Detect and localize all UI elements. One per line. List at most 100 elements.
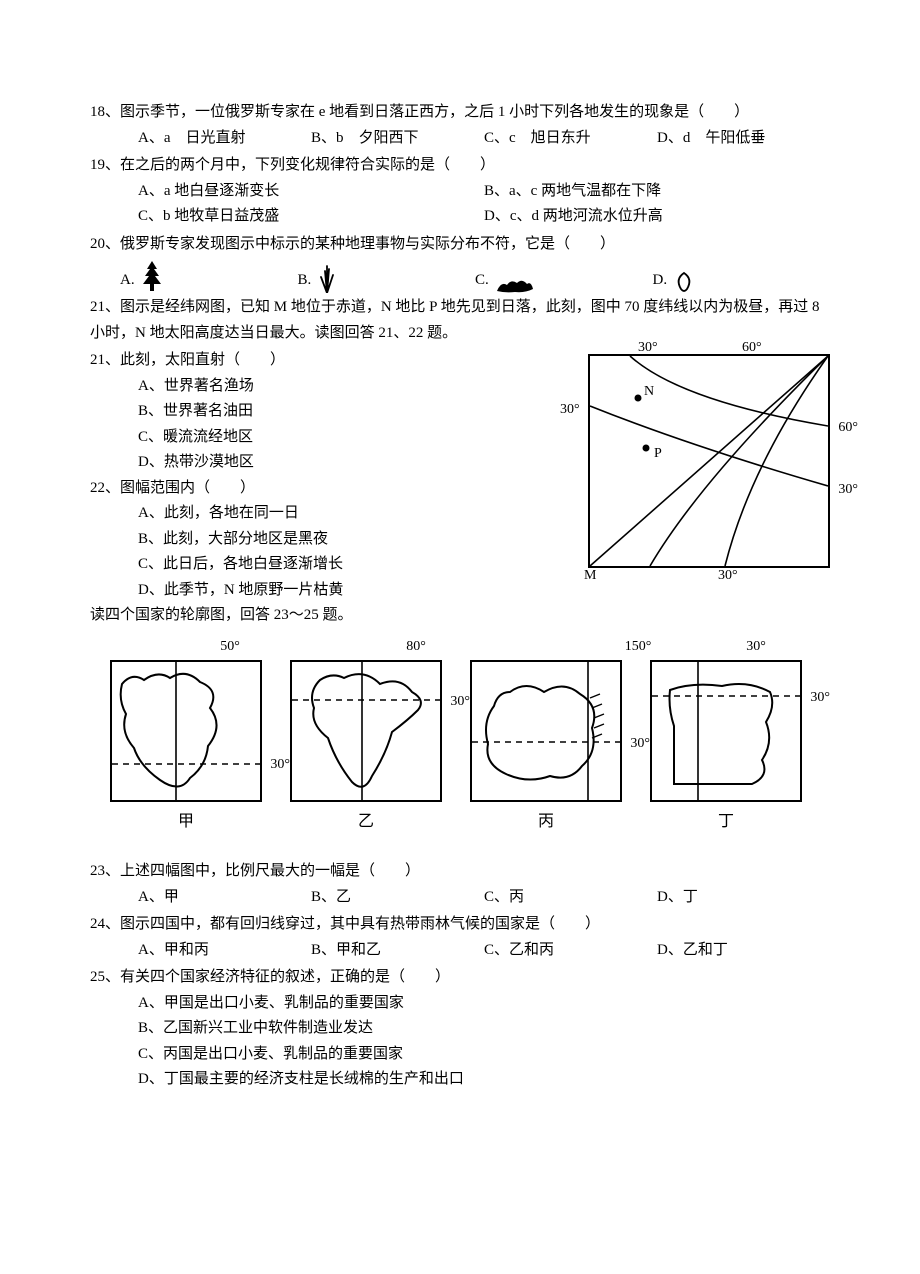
q21-choice-d: D、热带沙漠地区 <box>90 450 568 476</box>
map-lbl-top60: 60° <box>742 336 762 360</box>
tall-grass-icon <box>317 263 337 293</box>
country-c-cap: 丙 <box>470 808 622 835</box>
q21-stem: 21、此刻，太阳直射（ ） <box>90 348 568 374</box>
q22-choice-c: C、此日后，各地白昼逐渐增长 <box>90 552 568 578</box>
question-19: 19、在之后的两个月中，下列变化规律符合实际的是（ ） A、a 地白昼逐渐变长 … <box>90 153 830 230</box>
map-lbl-bot30: 30° <box>718 564 738 588</box>
q23-stem: 23、上述四幅图中，比例尺最大的一幅是（ ） <box>90 859 830 885</box>
page: 18、图示季节，一位俄罗斯专家在 e 地看到日落正西方，之后 1 小时下列各地发… <box>0 0 920 1155</box>
country-d-cap: 丁 <box>650 808 802 835</box>
country-b: 80° 30° 乙 <box>290 637 442 836</box>
map-lbl-right30: 30° <box>838 478 858 502</box>
question-25: 25、有关四个国家经济特征的叙述，正确的是（ ） A、甲国是出口小麦、乳制品的重… <box>90 965 830 1093</box>
map-lbl-left30: 30° <box>560 398 580 422</box>
q20-label-b: B. <box>298 268 312 294</box>
egypt-outline-icon <box>652 662 800 800</box>
q21-22-block: 21、此刻，太阳直射（ ） A、世界著名渔场 B、世界著名油田 C、暖流流经地区… <box>90 348 830 603</box>
q20-stem: 20、俄罗斯专家发现图示中标示的某种地理事物与实际分布不符，它是（ ） <box>90 232 830 258</box>
q25-choice-d: D、丁国最主要的经济支柱是长绒棉的生产和出口 <box>90 1067 830 1093</box>
q24-choice-b: B、甲和乙 <box>311 938 484 964</box>
map-lbl-p: P <box>654 442 662 466</box>
q25-choice-b: B、乙国新兴工业中软件制造业发达 <box>90 1016 830 1042</box>
q19-choice-b: B、a、c 两地气温都在下降 <box>484 179 830 205</box>
question-23: 23、上述四幅图中，比例尺最大的一幅是（ ） A、甲 B、乙 C、丙 D、丁 <box>90 859 830 910</box>
q20-label-a: A. <box>120 268 135 294</box>
country-d: 30° 30° 丁 <box>650 637 802 836</box>
map-lbl-top30: 30° <box>638 336 658 360</box>
map-lbl-m: M <box>584 564 596 588</box>
q18-choice-d: D、d 午阳低垂 <box>657 126 830 152</box>
q18-choice-a: A、a 日光直射 <box>138 126 311 152</box>
q20-choice-d: D. <box>653 268 831 294</box>
q21-choice-a: A、世界著名渔场 <box>90 374 568 400</box>
question-18: 18、图示季节，一位俄罗斯专家在 e 地看到日落正西方，之后 1 小时下列各地发… <box>90 100 830 151</box>
q20-label-d: D. <box>653 268 668 294</box>
country-d-box: 30° <box>650 660 802 802</box>
country-b-lat: 30° <box>450 690 470 714</box>
q18-choice-b: B、b 夕阳西下 <box>311 126 484 152</box>
q19-choices-row2: C、b 地牧草日益茂盛 D、c、d 两地河流水位升高 <box>90 204 830 230</box>
q22-choice-b: B、此刻，大部分地区是黑夜 <box>90 527 568 553</box>
q21-choice-c: C、暖流流经地区 <box>90 425 568 451</box>
brazil-outline-icon <box>112 662 260 800</box>
map-lbl-right60: 60° <box>838 416 858 440</box>
q23-choices: A、甲 B、乙 C、丙 D、丁 <box>90 885 830 911</box>
q24-choices: A、甲和丙 B、甲和乙 C、乙和丙 D、乙和丁 <box>90 938 830 964</box>
country-maps-row: 50° 30° 甲 80° 30° 乙 <box>90 629 830 842</box>
q24-choice-a: A、甲和丙 <box>138 938 311 964</box>
q19-choice-d: D、c、d 两地河流水位升高 <box>484 204 830 230</box>
q19-choice-a: A、a 地白昼逐渐变长 <box>138 179 484 205</box>
australia-outline-icon <box>472 662 620 800</box>
question-24: 24、图示四国中，都有回归线穿过，其中具有热带雨林气候的国家是（ ） A、甲和丙… <box>90 912 830 963</box>
country-c-lat: 30° <box>630 732 650 756</box>
leaf-outline-icon <box>673 271 695 293</box>
country-b-box: 30° <box>290 660 442 802</box>
q21-choice-b: B、世界著名油田 <box>90 399 568 425</box>
question-20: 20、俄罗斯专家发现图示中标示的某种地理事物与实际分布不符，它是（ ） A. B… <box>90 232 830 294</box>
country-b-cap: 乙 <box>290 808 442 835</box>
q20-choices: A. B. C. D. <box>90 257 830 293</box>
q19-choices-row1: A、a 地白昼逐渐变长 B、a、c 两地气温都在下降 <box>90 179 830 205</box>
q24-choice-d: D、乙和丁 <box>657 938 830 964</box>
country-a: 50° 30° 甲 <box>110 637 262 836</box>
country-d-lat: 30° <box>810 686 830 710</box>
conifer-tree-icon <box>141 261 163 293</box>
q22-stem: 22、图幅范围内（ ） <box>90 476 568 502</box>
q20-choice-a: A. <box>120 261 298 293</box>
q24-choice-c: C、乙和丙 <box>484 938 657 964</box>
country-a-box: 30° <box>110 660 262 802</box>
q21-22-text: 21、此刻，太阳直射（ ） A、世界著名渔场 B、世界著名油田 C、暖流流经地区… <box>90 348 568 603</box>
graticule-map: 30° 60° 30° 60° 30° 30° M N P <box>588 348 830 568</box>
country-a-cap: 甲 <box>110 808 262 835</box>
map-lbl-n: N <box>644 380 654 404</box>
q23-choice-a: A、甲 <box>138 885 311 911</box>
country-a-lat: 30° <box>270 753 290 777</box>
q25-stem: 25、有关四个国家经济特征的叙述，正确的是（ ） <box>90 965 830 991</box>
country-b-lon: 80° <box>340 635 492 659</box>
q22-choice-a: A、此刻，各地在同一日 <box>90 501 568 527</box>
q22-choice-d: D、此季节，N 地原野一片枯黄 <box>90 578 568 604</box>
q21-intro: 21、图示是经纬网图，已知 M 地位于赤道，N 地比 P 地先见到日落，此刻，图… <box>90 295 830 346</box>
q23-choice-b: B、乙 <box>311 885 484 911</box>
q19-stem: 19、在之后的两个月中，下列变化规律符合实际的是（ ） <box>90 153 830 179</box>
q18-stem: 18、图示季节，一位俄罗斯专家在 e 地看到日落正西方，之后 1 小时下列各地发… <box>90 100 830 126</box>
q25-choice-a: A、甲国是出口小麦、乳制品的重要国家 <box>90 991 830 1017</box>
q19-choice-c: C、b 地牧草日益茂盛 <box>138 204 484 230</box>
country-a-lon: 50° <box>154 635 306 659</box>
q20-label-c: C. <box>475 268 489 294</box>
q18-choice-c: C、c 旭日东升 <box>484 126 657 152</box>
country-c: 150° 30° 丙 <box>470 637 622 836</box>
q20-choice-b: B. <box>298 263 476 293</box>
countries-intro: 读四个国家的轮廓图，回答 23～25 题。 <box>90 603 830 629</box>
q23-choice-c: C、丙 <box>484 885 657 911</box>
india-outline-icon <box>292 662 440 800</box>
q25-choice-c: C、丙国是出口小麦、乳制品的重要国家 <box>90 1042 830 1068</box>
q18-choices: A、a 日光直射 B、b 夕阳西下 C、c 旭日东升 D、d 午阳低垂 <box>90 126 830 152</box>
graticule-svg <box>590 356 828 566</box>
q23-choice-d: D、丁 <box>657 885 830 911</box>
q20-choice-c: C. <box>475 268 653 294</box>
q24-stem: 24、图示四国中，都有回归线穿过，其中具有热带雨林气候的国家是（ ） <box>90 912 830 938</box>
map-frame: 30° 60° 30° 60° 30° 30° M N P <box>588 354 830 568</box>
bush-icon <box>495 277 535 293</box>
country-d-lon: 30° <box>680 635 832 659</box>
